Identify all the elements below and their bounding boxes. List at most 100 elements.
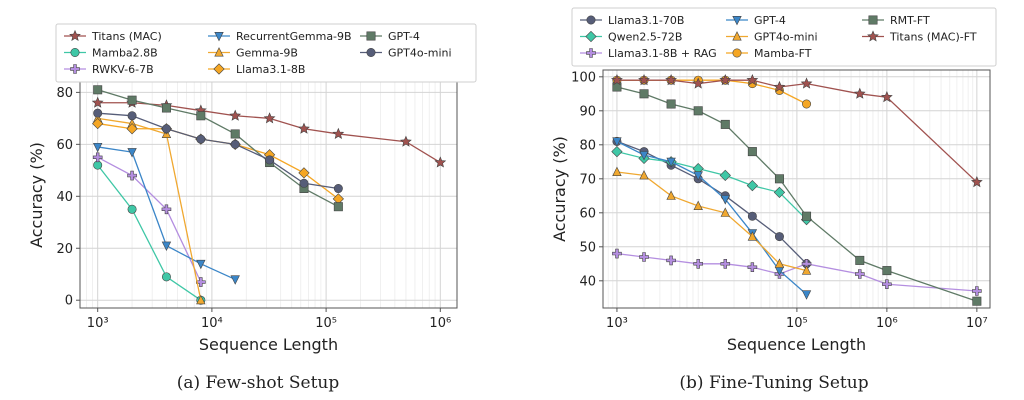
few-shot-chart: 10³ 10⁴ 10⁵ 10⁶ 0 20 40 60 80 Sequence Length Accu… xyxy=(27,23,477,393)
x-tick-label: 10³ xyxy=(606,316,628,331)
data-point-llama3-1-8b-rag xyxy=(972,286,982,296)
x-tick-label: 10³ xyxy=(87,316,109,331)
data-point-gpt4o-mini xyxy=(127,111,137,121)
data-point-titans-mac-ft xyxy=(773,80,786,93)
data-point-llama3-1-8b-rag xyxy=(639,252,649,262)
legend-label: GPT4o-mini xyxy=(388,47,452,60)
data-point-titans-mac-ft xyxy=(719,74,732,86)
data-point-recurrentgemma-9b xyxy=(230,275,240,285)
legend-label: Llama3.1-8B + RAG xyxy=(608,47,717,60)
y-tick-label: 60 xyxy=(579,206,596,221)
data-point-llama3-1-8b xyxy=(298,167,310,179)
data-point-rwkv-6-7b xyxy=(127,170,137,181)
y-tick-label: 90 xyxy=(579,104,596,119)
data-point-gpt4o-mini xyxy=(161,124,171,134)
legend-label: RWKV-6-7B xyxy=(92,63,154,76)
data-point-rwkv-6-7b xyxy=(161,204,172,215)
series-rwkv-6-7b xyxy=(92,152,206,287)
data-point-titans-mac xyxy=(263,112,276,124)
y-axis-label: Accuracy (%) xyxy=(550,136,569,242)
data-point-titans-mac xyxy=(91,96,104,108)
legend-item-gpt-4: GPT-4 xyxy=(726,14,786,27)
data-point-rmt-ft xyxy=(666,99,676,109)
legend: Titans (MAC) Mamba2.8B RWKV-6-7B RecurrentG… xyxy=(55,23,477,83)
data-point-gpt4o-mini xyxy=(196,134,206,144)
data-point-titans-mac-ft xyxy=(800,77,813,89)
y-axis-label: Accuracy (%) xyxy=(27,142,46,248)
data-point-gpt-4 xyxy=(666,157,676,168)
data-point-mamba2-8b xyxy=(93,160,103,170)
legend-item-rwkv-6-7b: RWKV-6-7B xyxy=(64,63,154,76)
y-tick-label: 80 xyxy=(579,138,596,153)
data-point-gpt4o-mini xyxy=(666,190,676,200)
data-point-qwen2-5-72b xyxy=(719,169,731,182)
legend-marker-llama3-1-70b xyxy=(586,15,596,25)
series-mamba2-8b xyxy=(93,160,206,305)
data-point-titans-mac xyxy=(400,135,412,147)
y-tick-label: 100 xyxy=(571,70,596,85)
data-point-llama3-1-8b-rag xyxy=(693,258,703,269)
data-point-gpt-4 xyxy=(693,171,703,181)
legend-item-gpt-4: GPT-4 xyxy=(360,30,420,43)
data-point-qwen2-5-72b xyxy=(773,186,786,199)
legend-marker-rwkv-6-7b xyxy=(70,64,80,74)
series-line-gemma-9b xyxy=(97,117,202,301)
data-point-gpt4o-mini xyxy=(720,207,730,217)
data-point-titans-mac xyxy=(298,122,310,134)
legend-box xyxy=(571,7,997,67)
series-line-gpt-4 xyxy=(616,140,807,295)
legend-item-mamba-ft: Mamba-FT xyxy=(726,47,812,60)
data-point-gpt4o-mini xyxy=(230,139,240,149)
series-gpt-4 xyxy=(612,137,812,300)
x-axis-label: Sequence Length xyxy=(199,335,338,354)
data-point-titans-mac-ft xyxy=(853,87,866,99)
data-point-gpt4o-mini xyxy=(639,170,649,180)
legend-label: RecurrentGemma-9B xyxy=(236,30,352,43)
x-axis-label: Sequence Length xyxy=(727,335,866,354)
minor-grid xyxy=(607,70,974,308)
series-line-gpt4o-mini xyxy=(616,171,807,272)
series-line-gpt4o-mini xyxy=(97,112,339,190)
legend-marker-gemma-9b xyxy=(214,47,224,57)
data-point-rmt-ft xyxy=(747,147,757,157)
data-point-mamba2-8b xyxy=(127,204,137,214)
data-point-gpt4o-mini xyxy=(747,231,758,241)
data-point-mamba2-8b xyxy=(161,272,171,282)
series-line-mamba2-8b xyxy=(97,164,202,301)
legend: Llama3.1-70B Qwen2.5-72B Llama3.1-8B + RAG… xyxy=(571,7,997,67)
data-point-qwen2-5-72b xyxy=(611,145,623,158)
data-point-llama3-1-8b-rag xyxy=(882,279,892,290)
legend-item-qwen2-5-72b: Qwen2.5-72B xyxy=(580,31,682,44)
data-point-llama3-1-70b xyxy=(747,211,757,221)
legend-label: Mamba-FT xyxy=(754,47,812,60)
legend-label: Titans (MAC) xyxy=(91,30,162,43)
legend-marker-rmt-ft xyxy=(868,15,878,25)
legend-marker-mamba-ft xyxy=(732,48,742,58)
data-point-rmt-ft xyxy=(774,174,784,184)
data-point-titans-mac-ft xyxy=(665,74,677,86)
series-gemma-9b xyxy=(93,112,206,305)
y-tick-label: 40 xyxy=(56,190,73,205)
data-point-llama3-1-8b xyxy=(126,123,138,135)
data-point-gpt4o-mini xyxy=(299,178,309,188)
y-tick-label: 0 xyxy=(65,294,73,309)
data-point-gpt4o-mini xyxy=(612,166,622,176)
legend-marker-llama3-1-8b xyxy=(213,63,225,75)
legend-label: GPT4o-mini xyxy=(754,31,818,44)
legend-label: Mamba2.8B xyxy=(92,47,158,60)
data-point-rwkv-6-7b xyxy=(92,152,103,163)
data-point-gpt-4 xyxy=(333,202,343,212)
legend-marker-titans-mac xyxy=(69,29,81,42)
data-point-gemma-9b xyxy=(196,294,206,305)
data-point-gpt-4 xyxy=(612,137,622,147)
legend-item-mamba2-8b: Mamba2.8B xyxy=(64,47,158,60)
major-grid xyxy=(603,70,990,308)
legend-label: GPT-4 xyxy=(754,14,786,27)
series-recurrentgemma-9b xyxy=(93,142,240,285)
y-tick-label: 20 xyxy=(56,242,73,257)
data-point-gpt4o-mini xyxy=(333,184,343,194)
series-gpt4o-mini xyxy=(612,166,812,275)
data-point-llama3-1-70b xyxy=(774,232,784,242)
legend-item-gpt4o-mini: GPT4o-mini xyxy=(360,47,452,60)
legend-marker-gpt4o-mini xyxy=(732,31,742,41)
